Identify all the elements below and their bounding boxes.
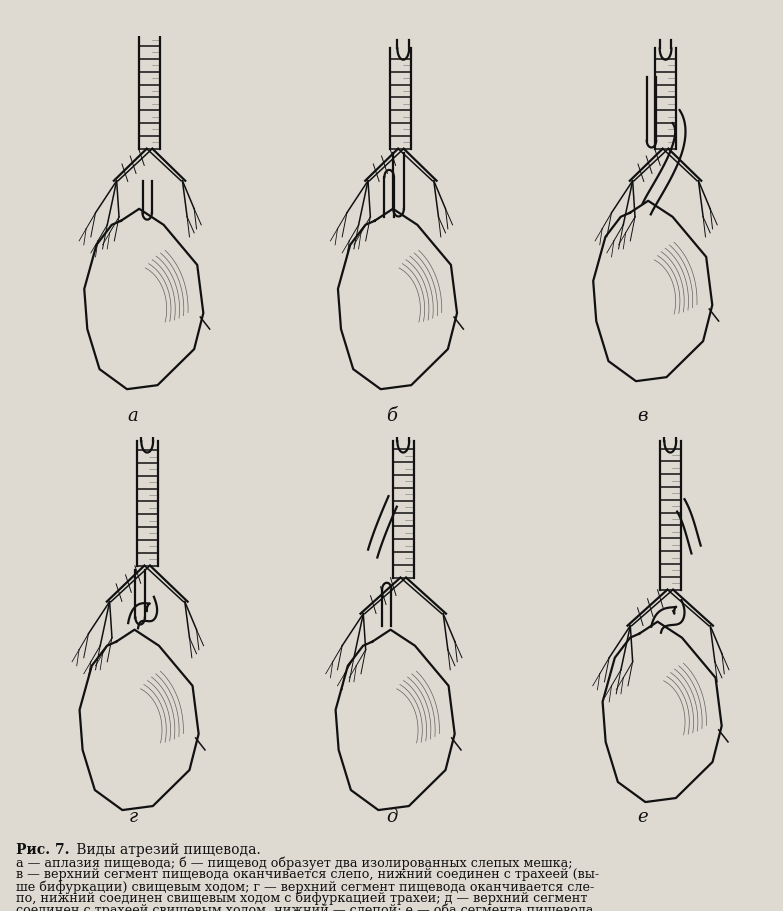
- Text: в — верхний сегмент пищевода оканчивается слепо, нижний соединен с трахеей (вы-: в — верхний сегмент пищевода оканчиваетс…: [16, 868, 599, 881]
- Text: г: г: [128, 808, 138, 826]
- Text: соединен с трахеей свищевым ходом, нижний — слепой; е — оба сегмента пищевода: соединен с трахеей свищевым ходом, нижни…: [16, 904, 593, 911]
- Text: ше бифуркации) свищевым ходом; г — верхний сегмент пищевода оканчивается сле-: ше бифуркации) свищевым ходом; г — верхн…: [16, 880, 594, 894]
- Text: а — аплазия пищевода; б — пищевод образует два изолированных слепых мешка;: а — аплазия пищевода; б — пищевод образу…: [16, 856, 572, 870]
- Text: б: б: [386, 407, 397, 425]
- Text: Рис. 7.: Рис. 7.: [16, 843, 69, 856]
- Text: Виды атрезий пищевода.: Виды атрезий пищевода.: [72, 843, 261, 856]
- Text: а: а: [128, 407, 139, 425]
- Text: д: д: [386, 808, 397, 826]
- Text: по, нижний соединен свищевым ходом с бифуркацией трахеи; д — верхний сегмент: по, нижний соединен свищевым ходом с биф…: [16, 892, 587, 906]
- Text: е: е: [637, 808, 648, 826]
- Text: в: в: [637, 407, 648, 425]
